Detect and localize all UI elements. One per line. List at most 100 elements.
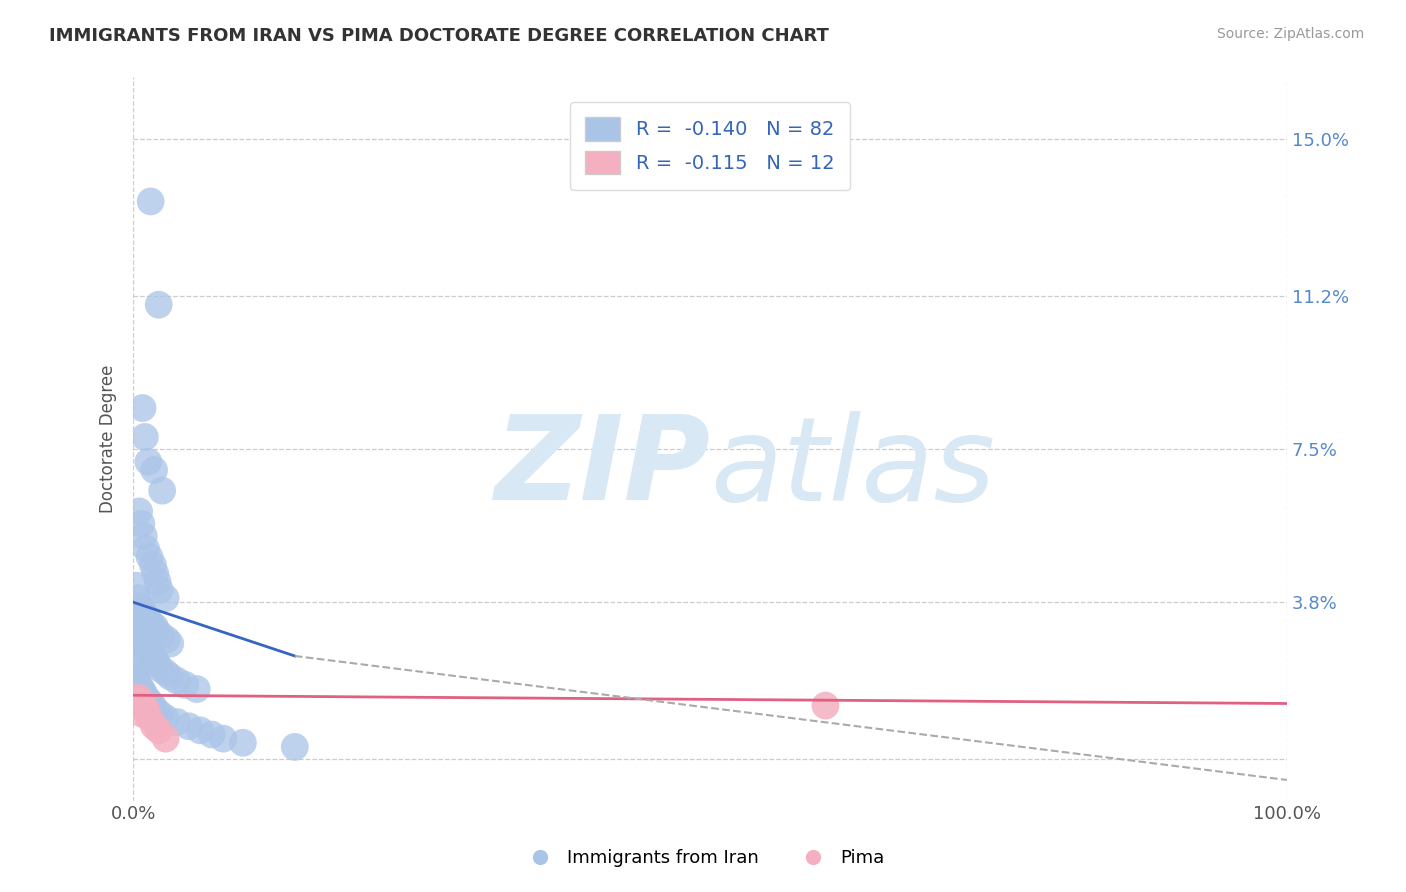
Point xyxy=(131,637,153,651)
Point xyxy=(142,648,165,663)
Point xyxy=(125,670,148,684)
Point xyxy=(131,603,153,617)
Point xyxy=(138,645,160,659)
Point xyxy=(149,661,172,675)
Legend: Immigrants from Iran, Pima: Immigrants from Iran, Pima xyxy=(515,842,891,874)
Point xyxy=(132,607,155,622)
Point xyxy=(155,665,177,680)
Point xyxy=(132,529,155,543)
Point xyxy=(127,690,149,705)
Point xyxy=(131,706,153,721)
Y-axis label: Doctorate Degree: Doctorate Degree xyxy=(100,365,117,513)
Point xyxy=(129,632,152,647)
Point xyxy=(148,723,170,738)
Point xyxy=(188,723,211,738)
Point xyxy=(166,673,188,688)
Point xyxy=(127,678,149,692)
Point xyxy=(186,681,208,696)
Point xyxy=(232,736,254,750)
Point xyxy=(135,640,157,655)
Point xyxy=(150,483,173,498)
Text: ZIP: ZIP xyxy=(494,410,710,525)
Point xyxy=(146,657,169,672)
Point xyxy=(138,694,160,708)
Legend: R =  -0.140   N = 82, R =  -0.115   N = 12: R = -0.140 N = 82, R = -0.115 N = 12 xyxy=(569,102,851,190)
Point xyxy=(124,661,146,675)
Point xyxy=(174,678,197,692)
Point xyxy=(142,698,165,713)
Point xyxy=(128,628,150,642)
Point xyxy=(129,681,152,696)
Point xyxy=(134,430,156,444)
Point xyxy=(136,645,159,659)
Point xyxy=(135,703,157,717)
Point xyxy=(138,615,160,630)
Point xyxy=(127,591,149,606)
Text: IMMIGRANTS FROM IRAN VS PIMA DOCTORATE DEGREE CORRELATION CHART: IMMIGRANTS FROM IRAN VS PIMA DOCTORATE D… xyxy=(49,27,830,45)
Point xyxy=(136,455,159,469)
Point xyxy=(156,632,179,647)
Point xyxy=(139,615,162,630)
Point xyxy=(131,632,153,647)
Point xyxy=(143,566,166,581)
Point xyxy=(128,504,150,518)
Point xyxy=(125,579,148,593)
Point xyxy=(138,711,160,725)
Point xyxy=(124,665,146,680)
Point xyxy=(814,698,837,713)
Point xyxy=(131,637,153,651)
Point xyxy=(139,194,162,209)
Point xyxy=(284,739,307,754)
Point xyxy=(155,591,177,606)
Point xyxy=(128,678,150,692)
Point xyxy=(177,719,200,733)
Point xyxy=(125,624,148,639)
Point xyxy=(127,628,149,642)
Point xyxy=(146,574,169,589)
Point xyxy=(132,698,155,713)
Point xyxy=(138,549,160,564)
Point xyxy=(212,731,235,746)
Point xyxy=(149,706,172,721)
Point xyxy=(150,628,173,642)
Point xyxy=(139,648,162,663)
Point xyxy=(143,703,166,717)
Point xyxy=(155,711,177,725)
Point xyxy=(131,681,153,696)
Point xyxy=(149,582,172,597)
Point xyxy=(142,620,165,634)
Point xyxy=(135,612,157,626)
Point xyxy=(136,612,159,626)
Point xyxy=(159,670,181,684)
Point xyxy=(166,715,188,730)
Text: Source: ZipAtlas.com: Source: ZipAtlas.com xyxy=(1216,27,1364,41)
Point xyxy=(132,640,155,655)
Point xyxy=(143,653,166,667)
Point xyxy=(201,727,224,741)
Point xyxy=(125,673,148,688)
Point xyxy=(143,719,166,733)
Point xyxy=(155,731,177,746)
Point xyxy=(143,463,166,477)
Point xyxy=(131,694,153,708)
Point xyxy=(134,607,156,622)
Point xyxy=(135,690,157,705)
Point xyxy=(131,401,153,415)
Point xyxy=(145,624,167,639)
Point xyxy=(132,686,155,700)
Point xyxy=(124,694,146,708)
Point xyxy=(129,599,152,614)
Point xyxy=(134,640,156,655)
Point xyxy=(136,645,159,659)
Point xyxy=(148,298,170,312)
Point xyxy=(136,694,159,708)
Point xyxy=(135,541,157,556)
Point xyxy=(142,558,165,572)
Point xyxy=(124,620,146,634)
Point xyxy=(128,698,150,713)
Point xyxy=(134,690,156,705)
Text: atlas: atlas xyxy=(710,411,995,525)
Point xyxy=(143,620,166,634)
Point xyxy=(131,686,153,700)
Point xyxy=(131,516,153,531)
